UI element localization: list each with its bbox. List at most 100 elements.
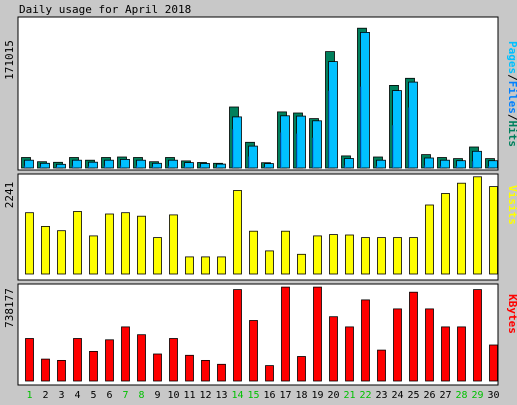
files-bar <box>200 163 210 169</box>
day-label: 18 <box>295 390 307 401</box>
visits-bar <box>457 182 466 275</box>
day-label: 28 <box>455 390 467 401</box>
day-label: 19 <box>311 390 323 401</box>
kbytes-bar <box>313 286 322 382</box>
visits-bar <box>153 237 162 275</box>
files-bar <box>312 120 322 169</box>
panel-1-max-label: 2241 <box>3 182 16 209</box>
files-bar <box>440 159 450 169</box>
kbytes-bar <box>89 350 98 382</box>
files-bar <box>488 160 498 169</box>
day-label: 11 <box>183 390 195 401</box>
bars-visits <box>25 176 498 275</box>
day-label: 2 <box>42 390 48 401</box>
visits-bar <box>57 230 66 275</box>
files-bar <box>88 161 98 169</box>
files-bar <box>456 160 466 169</box>
visits-bar <box>473 176 482 275</box>
day-label: 7 <box>122 390 128 401</box>
day-label: 16 <box>263 390 275 401</box>
bars-hits-files-pages <box>21 27 498 169</box>
files-bar <box>392 90 402 169</box>
kbytes-bar <box>25 338 34 382</box>
kbytes-bar <box>489 344 498 382</box>
files-bar <box>136 159 146 169</box>
files-bar <box>280 115 290 169</box>
files-bar <box>184 162 194 169</box>
visits-bar <box>361 237 370 275</box>
kbytes-bar <box>73 338 82 382</box>
visits-bar <box>329 234 338 275</box>
panel-0-max-label: 171015 <box>3 40 16 80</box>
visits-bar <box>281 230 290 275</box>
kbytes-bar <box>425 308 434 382</box>
day-label: 13 <box>215 390 227 401</box>
day-label: 22 <box>359 390 371 401</box>
day-label: 27 <box>439 390 451 401</box>
kbytes-bar <box>105 339 114 382</box>
day-label: 21 <box>343 390 355 401</box>
legend-hits: Hits <box>506 121 517 148</box>
kbytes-bar <box>137 334 146 382</box>
kbytes-bar <box>153 353 162 382</box>
day-label: 14 <box>231 390 243 401</box>
visits-bar <box>169 214 178 275</box>
visits-bar <box>185 256 194 275</box>
files-bar <box>72 159 82 169</box>
files-bar <box>408 81 418 169</box>
files-bar <box>360 32 370 169</box>
day-label: 4 <box>74 390 80 401</box>
kbytes-bar <box>265 365 274 382</box>
panel-2-max-label: 738177 <box>3 288 16 328</box>
bars-kbytes <box>25 286 498 382</box>
day-label: 25 <box>407 390 419 401</box>
kbytes-bar <box>249 320 258 382</box>
kbytes-bar <box>345 326 354 382</box>
kbytes-bar <box>329 316 338 382</box>
visits-bar <box>41 225 50 275</box>
day-label: 15 <box>247 390 259 401</box>
files-bar <box>120 158 130 169</box>
files-bar <box>328 61 338 169</box>
kbytes-bar <box>201 359 210 382</box>
kbytes-bar <box>441 326 450 382</box>
kbytes-bar <box>473 289 482 382</box>
kbytes-bar <box>217 363 226 382</box>
visits-bar <box>217 256 226 275</box>
day-label: 12 <box>199 390 211 401</box>
visits-bar <box>425 204 434 275</box>
visits-bar <box>313 235 322 275</box>
chart-title: Daily usage for April 2018 <box>19 3 191 16</box>
visits-bar <box>345 234 354 275</box>
visits-bar <box>393 237 402 275</box>
legend-separator: / <box>506 74 517 81</box>
day-label: 8 <box>138 390 144 401</box>
kbytes-bar <box>409 291 418 382</box>
files-bar <box>168 159 178 169</box>
kbytes-bar <box>377 349 386 382</box>
files-bar <box>56 163 66 169</box>
day-label: 9 <box>154 390 160 401</box>
kbytes-bar <box>233 289 242 382</box>
visits-bar <box>409 237 418 275</box>
files-bar <box>424 157 434 169</box>
panel-visits <box>17 173 499 281</box>
day-label: 5 <box>90 390 96 401</box>
files-bar <box>296 115 306 169</box>
kbytes-bar <box>457 326 466 382</box>
day-label: 17 <box>279 390 291 401</box>
files-bar <box>264 163 274 169</box>
panel-hits-files-pages <box>17 16 499 171</box>
panel-kbytes <box>17 283 499 386</box>
day-label: 29 <box>471 390 483 401</box>
files-bar <box>232 116 242 169</box>
visits-bar <box>233 190 242 275</box>
kbytes-bar <box>281 286 290 382</box>
legend-kbytes: KBytes <box>506 294 517 334</box>
files-bar <box>152 162 162 169</box>
kbytes-bar <box>57 359 66 382</box>
visits-bar <box>89 235 98 275</box>
files-bar <box>40 162 50 169</box>
day-label: 30 <box>487 390 499 401</box>
